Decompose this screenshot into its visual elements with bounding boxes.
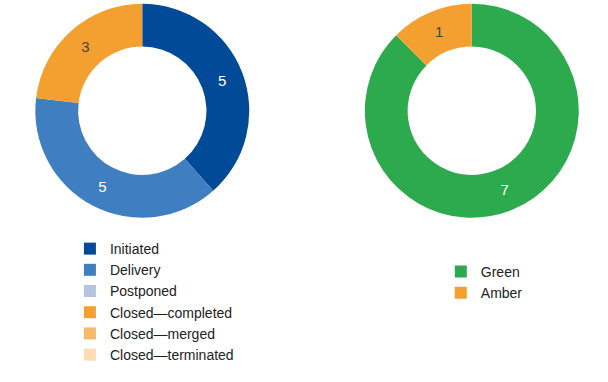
svg-text:Delivery: Delivery xyxy=(110,262,161,278)
svg-text:Closed—merged: Closed—merged xyxy=(110,326,215,342)
svg-text:Postponed: Postponed xyxy=(110,283,177,299)
svg-text:5: 5 xyxy=(98,178,106,195)
svg-text:Green: Green xyxy=(481,264,520,280)
svg-text:3: 3 xyxy=(81,38,89,55)
svg-text:5: 5 xyxy=(218,72,226,89)
svg-text:1: 1 xyxy=(435,23,443,40)
svg-text:Closed—terminated: Closed—terminated xyxy=(110,347,234,363)
svg-text:Closed—completed: Closed—completed xyxy=(110,305,232,321)
svg-text:7: 7 xyxy=(500,181,508,198)
svg-text:Amber: Amber xyxy=(481,285,523,301)
svg-text:Initiated: Initiated xyxy=(110,241,159,257)
